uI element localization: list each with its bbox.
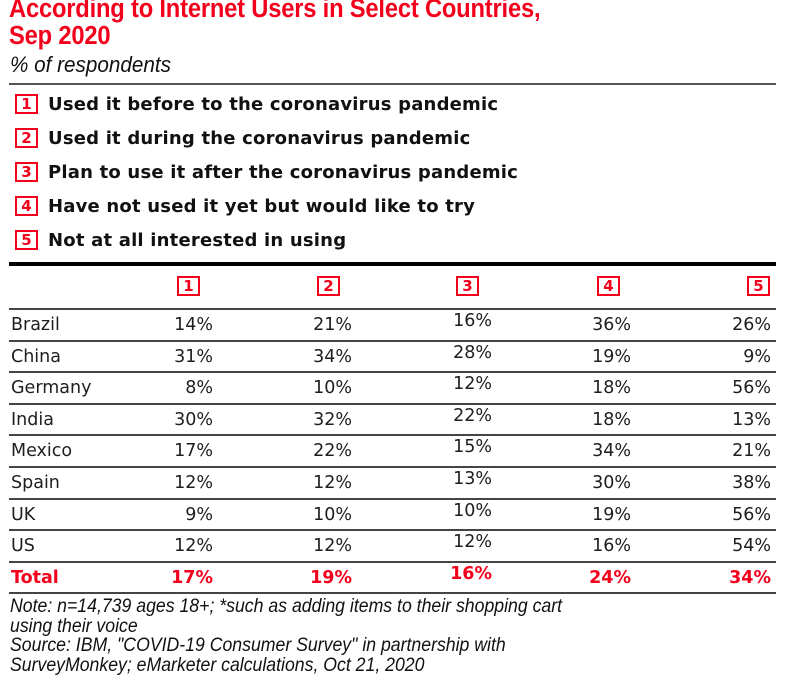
value-cell: 31% [174, 347, 213, 367]
total-row-label: Total [11, 568, 59, 588]
value-cell: 19% [592, 505, 631, 525]
value-cell: 12% [174, 473, 213, 493]
value-cell: 18% [592, 410, 631, 430]
legend-label: Plan to use it after the coronavirus pan… [48, 161, 519, 183]
value-cell: 19% [592, 347, 631, 367]
value-cell: 32% [313, 410, 352, 430]
value-cell: 13% [732, 410, 771, 430]
country-label: Brazil [11, 315, 60, 335]
row-divider [9, 371, 776, 373]
value-cell: 30% [592, 473, 631, 493]
total-value-cell: 34% [729, 568, 771, 588]
legend-label: Used it during the coronavirus pandemic [48, 127, 471, 149]
value-cell: 21% [313, 315, 352, 335]
value-cell: 8% [185, 378, 213, 398]
row-divider [9, 403, 776, 405]
value-cell: 9% [185, 505, 213, 525]
value-cell: 34% [313, 347, 352, 367]
value-cell: 22% [453, 406, 492, 426]
value-cell: 9% [743, 347, 771, 367]
chart-title: According to Internet Users in Select Co… [9, 0, 716, 50]
row-divider [9, 529, 776, 531]
subtitle-divider [9, 83, 776, 85]
total-value-cell: 19% [310, 568, 352, 588]
row-divider [9, 498, 776, 500]
value-cell: 26% [732, 315, 771, 335]
value-cell: 56% [732, 505, 771, 525]
total-value-cell: 24% [589, 568, 631, 588]
value-cell: 22% [313, 441, 352, 461]
column-header-badge: 4 [597, 276, 620, 296]
chart-notes: Note: n=14,739 ages 18+; *such as adding… [10, 597, 726, 675]
value-cell: 10% [453, 501, 492, 521]
source-line: SurveyMonkey; eMarketer calculations, Oc… [10, 654, 425, 675]
value-cell: 21% [732, 441, 771, 461]
value-cell: 10% [313, 505, 352, 525]
value-cell: 17% [174, 441, 213, 461]
value-cell: 54% [732, 536, 771, 556]
value-cell: 36% [592, 315, 631, 335]
value-cell: 15% [453, 437, 492, 457]
legend-item: 1 Used it before to the coronavirus pand… [15, 92, 498, 116]
legend-badge: 4 [15, 196, 38, 216]
value-cell: 14% [174, 315, 213, 335]
row-divider [9, 592, 776, 594]
legend-item: 3 Plan to use it after the coronavirus p… [15, 160, 518, 184]
note-line: Note: n=14,739 ages 18+; *such as adding… [10, 596, 563, 617]
value-cell: 10% [313, 378, 352, 398]
country-label: US [11, 536, 35, 556]
row-divider [9, 340, 776, 342]
legend-badge: 1 [15, 94, 38, 114]
country-label: Spain [11, 473, 60, 493]
value-cell: 12% [453, 532, 492, 552]
legend-label: Have not used it yet but would like to t… [48, 195, 476, 217]
country-label: Germany [11, 378, 92, 398]
legend-badge: 5 [15, 230, 38, 250]
value-cell: 30% [174, 410, 213, 430]
value-cell: 16% [592, 536, 631, 556]
value-cell: 28% [453, 343, 492, 363]
value-cell: 12% [174, 536, 213, 556]
legend-badge: 3 [15, 162, 38, 182]
value-cell: 34% [592, 441, 631, 461]
value-cell: 12% [453, 374, 492, 394]
row-divider [9, 434, 776, 436]
value-cell: 38% [732, 473, 771, 493]
source-line: Source: IBM, "COVID-19 Consumer Survey" … [10, 635, 506, 656]
row-divider [9, 466, 776, 468]
value-cell: 12% [313, 473, 352, 493]
column-header-badge: 1 [177, 276, 200, 296]
column-header-badge: 5 [747, 276, 770, 296]
row-divider [9, 561, 776, 563]
country-label: Mexico [11, 441, 73, 461]
chart-subtitle: % of respondents [10, 52, 171, 77]
note-line: using their voice [10, 615, 138, 637]
table-top-rule [9, 262, 776, 266]
value-cell: 56% [732, 378, 771, 398]
total-value-cell: 17% [171, 568, 213, 588]
country-label: China [11, 347, 61, 367]
country-label: India [11, 410, 54, 430]
value-cell: 12% [313, 536, 352, 556]
total-value-cell: 16% [450, 564, 492, 584]
column-header-badge: 2 [317, 276, 340, 296]
chart-title-line-2: Sep 2020 [9, 22, 111, 50]
value-cell: 13% [453, 469, 492, 489]
legend-label: Used it before to the coronavirus pandem… [48, 93, 499, 115]
row-divider [9, 308, 776, 310]
chart-title-line-1: According to Internet Users in Select Co… [9, 0, 541, 23]
legend-item: 5 Not at all interested in using [15, 228, 346, 252]
country-label: UK [11, 505, 36, 525]
legend-label: Not at all interested in using [48, 229, 347, 251]
legend-item: 2 Used it during the coronavirus pandemi… [15, 126, 471, 150]
value-cell: 16% [453, 311, 492, 331]
legend-item: 4 Have not used it yet but would like to… [15, 194, 475, 218]
legend-badge: 2 [15, 128, 38, 148]
value-cell: 18% [592, 378, 631, 398]
column-header-badge: 3 [456, 276, 479, 296]
